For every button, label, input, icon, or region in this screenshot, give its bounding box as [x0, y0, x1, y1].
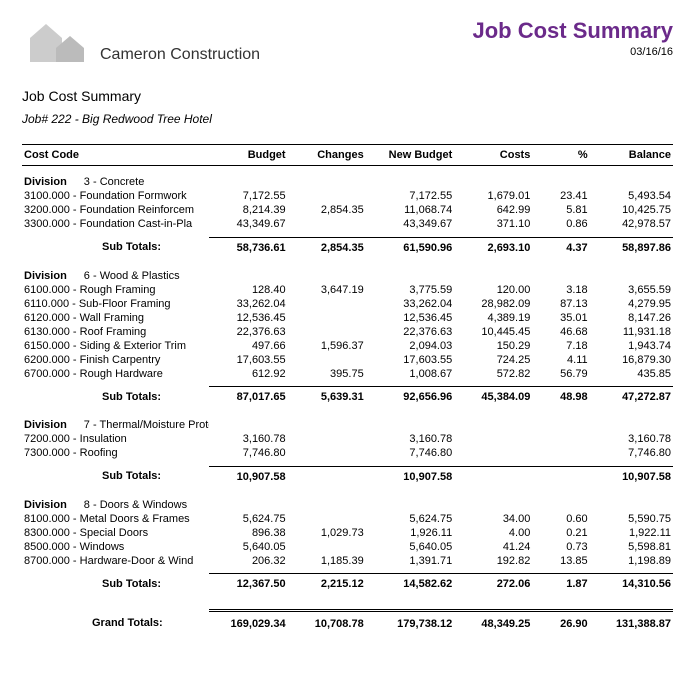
subtotal-row: Sub Totals:10,907.5810,907.5810,907.58: [22, 466, 673, 489]
subtotal-row: Sub Totals:58,736.612,854.3561,590.962,6…: [22, 237, 673, 260]
division-name: 8 - Doors & Windows: [67, 499, 187, 511]
col-newbudget: New Budget: [366, 145, 455, 166]
company-name: Cameron Construction: [100, 46, 260, 66]
col-changes: Changes: [288, 145, 366, 166]
division-row: Division 8 - Doors & Windows: [22, 489, 673, 512]
cost-table: Cost Code Budget Changes New Budget Cost…: [22, 144, 673, 631]
logo-icon: [22, 18, 92, 66]
division-label: Division: [24, 270, 67, 282]
table-row: 8100.000 - Metal Doors & Frames5,624.755…: [22, 512, 673, 526]
page-subtitle: Job Cost Summary: [22, 88, 673, 104]
report-date: 03/16/16: [473, 46, 674, 58]
table-row: 6110.000 - Sub-Floor Framing33,262.0433,…: [22, 297, 673, 311]
table-row: 6120.000 - Wall Framing12,536.4512,536.4…: [22, 311, 673, 325]
table-row: 6200.000 - Finish Carpentry17,603.5517,6…: [22, 353, 673, 367]
col-budget: Budget: [209, 145, 287, 166]
table-row: 8500.000 - Windows5,640.055,640.0541.240…: [22, 540, 673, 554]
table-row: 7200.000 - Insulation3,160.783,160.783,1…: [22, 432, 673, 446]
col-balance: Balance: [590, 145, 673, 166]
header: Cameron Construction Job Cost Summary 03…: [22, 18, 673, 66]
logo-block: Cameron Construction: [22, 18, 260, 66]
col-pct: %: [532, 145, 589, 166]
division-row: Division 6 - Wood & Plastics: [22, 260, 673, 283]
division-label: Division: [24, 419, 67, 431]
division-row: Division 7 - Thermal/Moisture Protection: [22, 409, 673, 432]
subtotal-row: Sub Totals:87,017.655,639.3192,656.9645,…: [22, 387, 673, 410]
table-header-row: Cost Code Budget Changes New Budget Cost…: [22, 145, 673, 166]
col-costcode: Cost Code: [22, 145, 209, 166]
table-row: 6150.000 - Siding & Exterior Trim497.661…: [22, 339, 673, 353]
grandtotal-row: Grand Totals:169,029.3410,708.78179,738.…: [22, 610, 673, 631]
table-row: 8300.000 - Special Doors896.381,029.731,…: [22, 526, 673, 540]
job-line: Job# 222 - Big Redwood Tree Hotel: [22, 112, 673, 126]
table-row: 3100.000 - Foundation Formwork7,172.557,…: [22, 189, 673, 203]
table-row: 7300.000 - Roofing7,746.807,746.807,746.…: [22, 446, 673, 460]
subtotal-row: Sub Totals:12,367.502,215.1214,582.62272…: [22, 574, 673, 597]
division-name: 3 - Concrete: [67, 176, 145, 188]
table-row: 6700.000 - Rough Hardware612.92395.751,0…: [22, 367, 673, 381]
division-label: Division: [24, 499, 67, 511]
division-name: 7 - Thermal/Moisture Protection: [67, 419, 210, 431]
table-row: 3300.000 - Foundation Cast-in-Pla43,349.…: [22, 217, 673, 231]
division-label: Division: [24, 176, 67, 188]
col-costs: Costs: [454, 145, 532, 166]
table-row: 6100.000 - Rough Framing128.403,647.193,…: [22, 283, 673, 297]
table-row: 8700.000 - Hardware-Door & Wind206.321,1…: [22, 554, 673, 568]
division-name: 6 - Wood & Plastics: [67, 270, 180, 282]
table-row: 3200.000 - Foundation Reinforcem8,214.39…: [22, 203, 673, 217]
table-row: 6130.000 - Roof Framing22,376.6322,376.6…: [22, 325, 673, 339]
title-block: Job Cost Summary 03/16/16: [473, 18, 674, 58]
division-row: Division 3 - Concrete: [22, 166, 673, 190]
report-title: Job Cost Summary: [473, 18, 674, 44]
